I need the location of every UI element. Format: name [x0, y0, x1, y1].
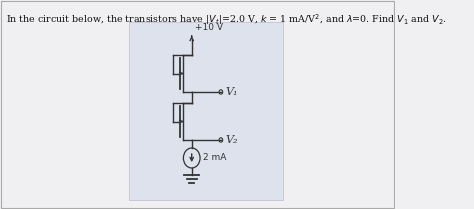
Text: +10 V: +10 V [195, 23, 223, 32]
Circle shape [219, 138, 223, 142]
Text: V₁: V₁ [225, 87, 237, 97]
Text: In the circuit below, the transistors have $|V_t|$=2.0 V, $k$ = 1 mA/V$^2$, and : In the circuit below, the transistors ha… [6, 12, 447, 27]
Circle shape [183, 148, 200, 168]
Bar [129, 22, 283, 200]
Text: 2 mA: 2 mA [202, 153, 226, 163]
Text: V₂: V₂ [225, 135, 237, 145]
Circle shape [219, 90, 223, 94]
